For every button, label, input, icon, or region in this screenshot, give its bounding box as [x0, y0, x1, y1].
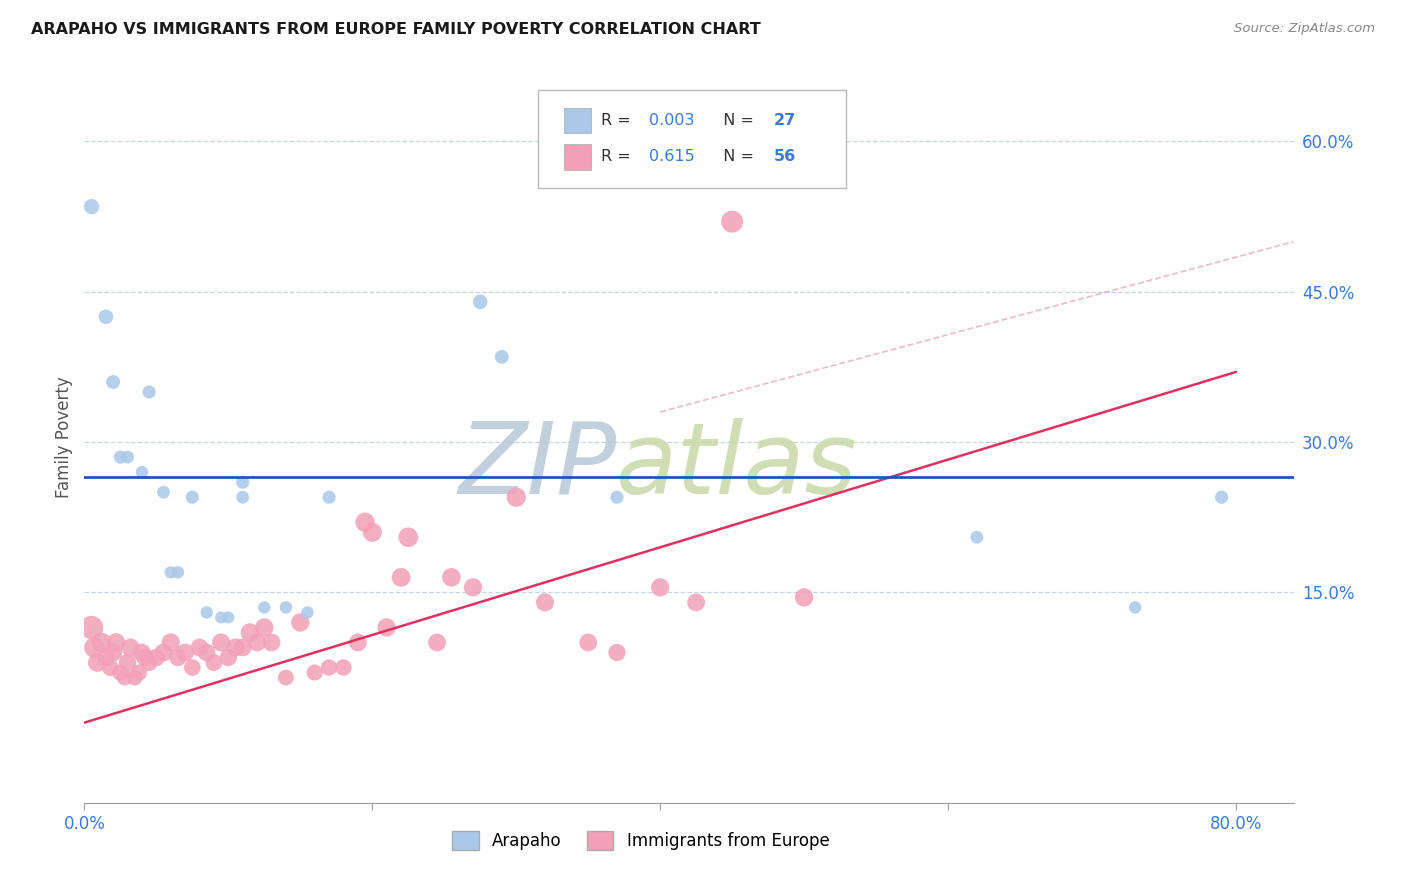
Text: 27: 27: [773, 113, 796, 128]
Text: ZIP: ZIP: [458, 417, 616, 515]
Point: [354, 515, 377, 529]
Point: [138, 384, 160, 399]
Point: [80, 200, 103, 214]
Point: [606, 646, 628, 660]
Text: atlas: atlas: [616, 417, 858, 515]
Text: 56: 56: [773, 150, 796, 164]
Point: [260, 635, 283, 649]
Point: [167, 566, 190, 580]
Point: [966, 530, 988, 544]
Point: [134, 650, 156, 665]
Point: [117, 450, 139, 464]
Point: [80, 620, 103, 634]
Point: [232, 490, 254, 504]
Point: [105, 635, 128, 649]
Point: [98, 660, 121, 674]
Point: [217, 650, 239, 665]
Point: [209, 610, 232, 624]
Point: [318, 660, 340, 674]
Point: [440, 570, 463, 584]
FancyBboxPatch shape: [564, 145, 591, 169]
Point: [793, 591, 815, 605]
Point: [505, 490, 527, 504]
Point: [461, 580, 484, 594]
Point: [181, 660, 204, 674]
Point: [1211, 490, 1233, 504]
Point: [304, 665, 326, 680]
Y-axis label: Family Poverty: Family Poverty: [55, 376, 73, 498]
Point: [239, 625, 262, 640]
Point: [318, 490, 340, 504]
Point: [145, 650, 167, 665]
Point: [253, 620, 276, 634]
Point: [94, 310, 117, 324]
Point: [576, 635, 599, 649]
Text: 0.003: 0.003: [650, 113, 695, 128]
Point: [138, 656, 160, 670]
Point: [232, 475, 254, 490]
Text: R =: R =: [600, 150, 636, 164]
FancyBboxPatch shape: [564, 108, 591, 133]
Point: [375, 620, 398, 634]
Point: [470, 294, 492, 309]
Point: [396, 530, 419, 544]
Text: ARAPAHO VS IMMIGRANTS FROM EUROPE FAMILY POVERTY CORRELATION CHART: ARAPAHO VS IMMIGRANTS FROM EUROPE FAMILY…: [31, 22, 761, 37]
Point: [217, 610, 239, 624]
Point: [389, 570, 412, 584]
Point: [152, 485, 174, 500]
Point: [347, 635, 370, 649]
Point: [225, 640, 247, 655]
Point: [101, 375, 124, 389]
Point: [117, 656, 139, 670]
Point: [124, 671, 146, 685]
Point: [174, 646, 197, 660]
Point: [83, 640, 105, 655]
Point: [685, 595, 707, 609]
Point: [534, 595, 557, 609]
Point: [128, 665, 150, 680]
Point: [159, 635, 181, 649]
Text: Source: ZipAtlas.com: Source: ZipAtlas.com: [1234, 22, 1375, 36]
Point: [188, 640, 211, 655]
Point: [110, 450, 132, 464]
Point: [195, 606, 218, 620]
Point: [650, 580, 672, 594]
Point: [101, 646, 124, 660]
Point: [246, 635, 269, 649]
Point: [167, 650, 190, 665]
Text: 0.615: 0.615: [650, 150, 695, 164]
Legend: Arapaho, Immigrants from Europe: Arapaho, Immigrants from Europe: [446, 824, 837, 856]
Point: [90, 635, 112, 649]
Point: [209, 635, 232, 649]
Point: [131, 465, 153, 479]
Text: N =: N =: [713, 113, 759, 128]
Point: [131, 646, 153, 660]
Point: [152, 646, 174, 660]
Point: [491, 350, 513, 364]
Point: [195, 646, 218, 660]
Point: [1123, 600, 1146, 615]
Point: [253, 600, 276, 615]
Point: [290, 615, 312, 630]
Point: [202, 656, 225, 670]
Point: [94, 650, 117, 665]
Point: [181, 490, 204, 504]
Point: [332, 660, 354, 674]
Point: [110, 665, 132, 680]
Point: [606, 490, 628, 504]
Point: [361, 525, 384, 540]
Text: N =: N =: [713, 150, 759, 164]
Point: [114, 671, 136, 685]
Point: [159, 566, 181, 580]
Point: [120, 640, 142, 655]
Point: [274, 671, 297, 685]
Point: [297, 606, 319, 620]
Point: [721, 214, 744, 228]
Text: R =: R =: [600, 113, 636, 128]
Point: [232, 640, 254, 655]
Point: [86, 656, 108, 670]
Point: [274, 600, 297, 615]
Point: [426, 635, 449, 649]
FancyBboxPatch shape: [538, 90, 846, 188]
